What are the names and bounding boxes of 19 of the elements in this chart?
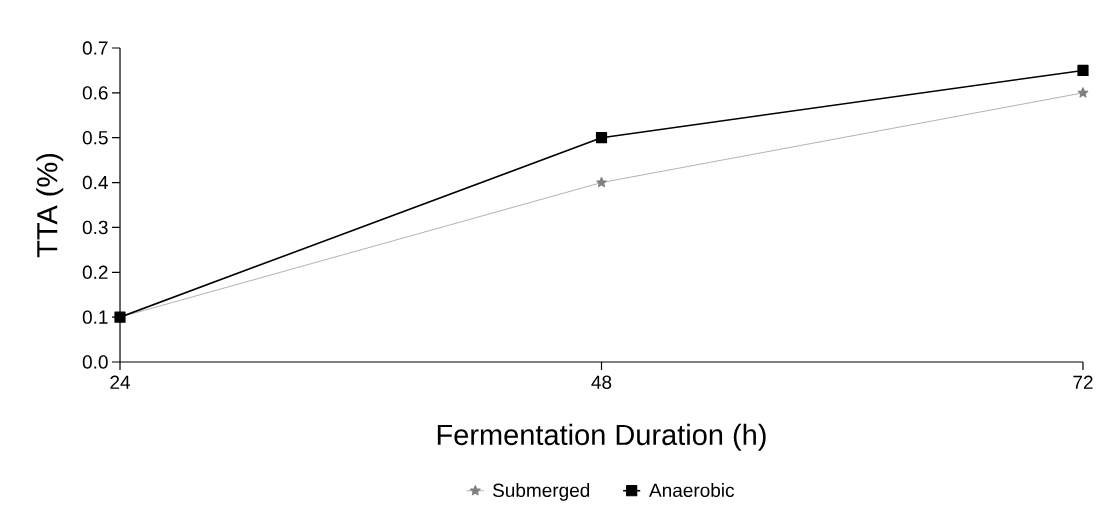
y-tick-label: 0.0: [82, 355, 108, 369]
y-tick-label: 0.6: [82, 86, 108, 100]
y-tick-label: 0.5: [82, 130, 108, 145]
legend-label: Submerged: [492, 483, 590, 501]
x-axis-title: Fermentation Duration (h): [437, 423, 766, 451]
point: [595, 132, 608, 144]
y-tick-label: 0.1: [82, 310, 108, 324]
y-tick-label: 0.7: [82, 41, 108, 55]
y-tick-label: 0.2: [82, 265, 108, 280]
point: [1077, 64, 1089, 77]
y-tick-label: 0.4: [82, 175, 108, 190]
legend-label: Anaerobic: [649, 483, 735, 498]
point: [1077, 87, 1089, 98]
point: [596, 176, 607, 188]
x-tick-label: 24: [110, 375, 131, 389]
y-tick-label: 0.3: [82, 220, 108, 235]
y-axis-title: TTA (%): [36, 153, 64, 258]
x-tick-label: 48: [591, 375, 612, 389]
x-tick-label: 72: [1073, 375, 1093, 389]
